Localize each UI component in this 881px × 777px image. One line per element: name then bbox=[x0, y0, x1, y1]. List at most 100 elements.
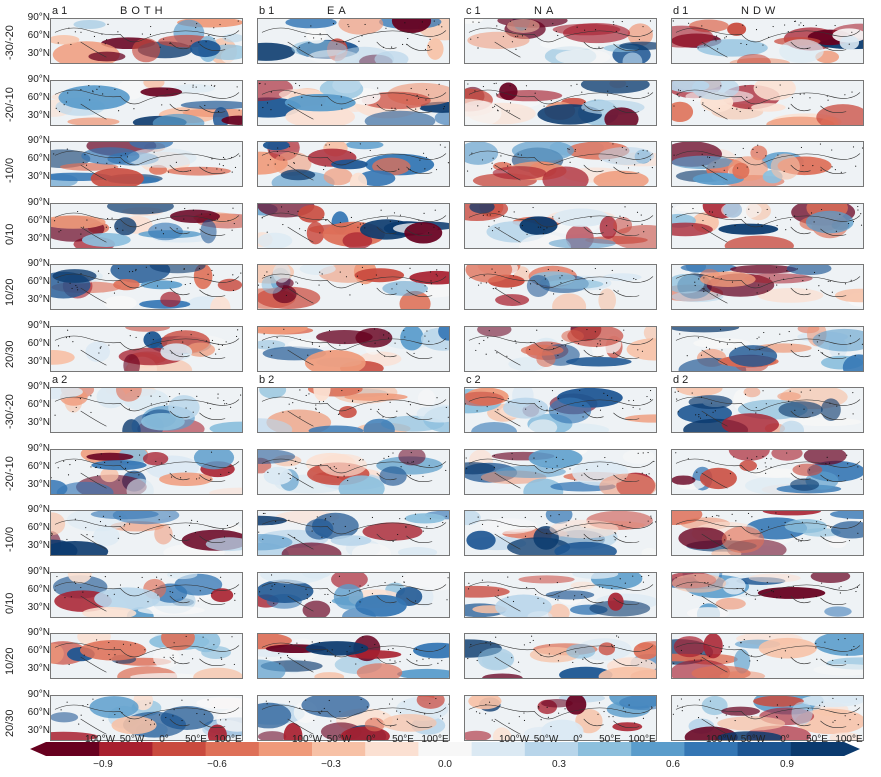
significance-dot bbox=[543, 228, 545, 230]
significance-dot bbox=[482, 85, 485, 87]
anomaly-field bbox=[258, 326, 449, 371]
significance-dot bbox=[540, 516, 542, 518]
significance-dot bbox=[517, 661, 520, 663]
anomaly-patch bbox=[132, 38, 161, 63]
significance-dot bbox=[195, 27, 197, 29]
significance-dot bbox=[75, 406, 77, 408]
significance-dot bbox=[222, 165, 224, 167]
significance-dot bbox=[224, 43, 227, 45]
significance-dot bbox=[826, 95, 828, 97]
colorbar-bin bbox=[737, 742, 792, 756]
significance-dot bbox=[511, 41, 513, 43]
significance-dot bbox=[612, 715, 614, 717]
significance-dot bbox=[179, 476, 182, 478]
significance-dot bbox=[634, 164, 636, 166]
significance-dot bbox=[740, 642, 742, 644]
significance-dot bbox=[409, 267, 411, 269]
significance-dot bbox=[361, 646, 363, 649]
significance-dot bbox=[403, 700, 405, 702]
significance-dot bbox=[636, 211, 639, 213]
anomaly-field bbox=[51, 511, 242, 555]
significance-dot bbox=[508, 722, 510, 724]
significance-dot bbox=[311, 341, 313, 343]
significance-dot bbox=[181, 719, 183, 721]
latitude-label: 30°N bbox=[27, 171, 50, 182]
significance-dot bbox=[681, 709, 683, 711]
latitude-label: 90°N bbox=[27, 135, 50, 146]
significance-dot bbox=[647, 92, 649, 94]
anomaly-field bbox=[51, 203, 242, 248]
anomaly-field bbox=[51, 695, 242, 740]
significance-dot bbox=[120, 460, 122, 463]
significance-dot bbox=[296, 293, 298, 295]
anomaly-patch bbox=[153, 646, 180, 669]
anomaly-patch bbox=[112, 511, 180, 525]
significance-dot bbox=[497, 589, 499, 591]
significance-dot bbox=[299, 389, 301, 391]
map-panel-a1 bbox=[50, 79, 243, 126]
anomaly-patch bbox=[717, 730, 783, 740]
significance-dot bbox=[76, 286, 78, 288]
significance-dot bbox=[493, 454, 495, 456]
significance-dot bbox=[506, 355, 508, 357]
anomaly-field bbox=[468, 326, 656, 371]
significance-dot bbox=[163, 656, 165, 658]
anomaly-patch bbox=[506, 19, 540, 33]
significance-dot bbox=[627, 167, 630, 169]
significance-dot bbox=[214, 84, 216, 86]
significance-dot bbox=[356, 275, 358, 277]
significance-dot bbox=[232, 274, 234, 276]
anomaly-patch bbox=[319, 453, 368, 476]
significance-dot bbox=[392, 540, 394, 542]
significance-dot bbox=[769, 636, 771, 638]
significance-dot bbox=[161, 103, 163, 105]
anomaly-patch bbox=[555, 49, 611, 63]
significance-dot bbox=[405, 526, 407, 528]
anomaly-patch bbox=[85, 341, 110, 362]
significance-dot bbox=[401, 575, 404, 577]
significance-dot bbox=[704, 44, 706, 46]
significance-dot bbox=[361, 266, 364, 268]
significance-dot bbox=[558, 712, 560, 714]
significance-dot bbox=[512, 600, 515, 602]
significance-dot bbox=[396, 710, 398, 712]
significance-dot bbox=[783, 170, 785, 172]
significance-dot bbox=[553, 347, 555, 349]
significance-dot bbox=[331, 649, 333, 651]
anomaly-patch bbox=[790, 477, 820, 491]
significance-dot bbox=[623, 329, 625, 331]
significance-dot bbox=[183, 267, 185, 270]
anomaly-patch bbox=[511, 142, 575, 162]
anomaly-patch bbox=[566, 643, 596, 659]
anomaly-patch bbox=[82, 606, 137, 617]
significance-dot bbox=[67, 91, 69, 94]
significance-dot bbox=[210, 451, 213, 453]
significance-dot bbox=[129, 334, 131, 336]
anomaly-patch bbox=[81, 232, 131, 247]
significance-dot bbox=[349, 294, 351, 296]
significance-dot bbox=[632, 399, 635, 402]
significance-dot bbox=[726, 343, 729, 345]
significance-dot bbox=[426, 526, 428, 528]
significance-dot bbox=[116, 227, 118, 229]
significance-dot bbox=[651, 662, 653, 664]
significance-dot bbox=[276, 336, 278, 338]
significance-dot bbox=[557, 397, 560, 400]
anomaly-patch bbox=[477, 647, 515, 671]
significance-dot bbox=[130, 644, 132, 646]
significance-dot bbox=[818, 334, 820, 336]
significance-dot bbox=[538, 705, 540, 707]
significance-dot bbox=[97, 270, 99, 272]
latitude-label: 90°N bbox=[27, 258, 50, 269]
significance-dot bbox=[204, 84, 206, 86]
significance-dot bbox=[406, 98, 408, 101]
significance-dot bbox=[166, 88, 168, 90]
map-panel-a1 bbox=[50, 325, 243, 372]
panel-letter-label: a 1 bbox=[52, 5, 68, 17]
anomaly-patch bbox=[528, 419, 558, 432]
significance-dot bbox=[540, 654, 542, 656]
significance-dot bbox=[551, 467, 554, 469]
coastline bbox=[468, 212, 654, 243]
significance-dot bbox=[475, 349, 477, 351]
significance-dot bbox=[63, 103, 65, 105]
